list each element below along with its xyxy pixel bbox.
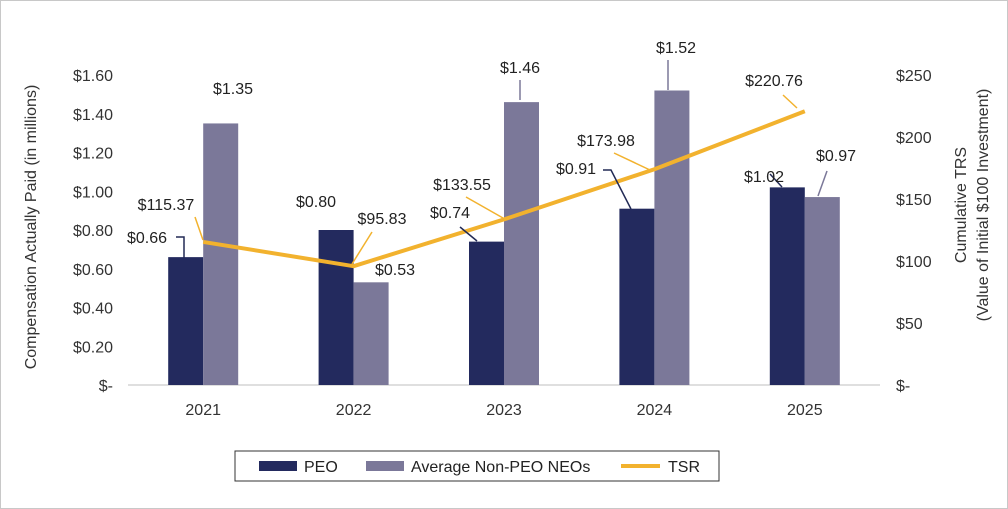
y-right-tick-label: $150 xyxy=(896,192,932,209)
peo-label-leader xyxy=(769,173,783,188)
x-tick-label: 2023 xyxy=(486,402,522,419)
tsr-line xyxy=(202,109,806,269)
tsr-data-label: $133.55 xyxy=(433,177,491,194)
legend-swatch-peo xyxy=(259,461,297,471)
y-left-axis-title: Compensation Actually Paid (in millions) xyxy=(23,85,40,370)
peo-label-leader xyxy=(459,226,478,242)
non-peo-data-label: $1.52 xyxy=(656,40,696,57)
peo-data-label: $0.74 xyxy=(430,205,470,222)
y-right-tick-label: $250 xyxy=(896,68,932,85)
bar-peo xyxy=(318,230,354,385)
non-peo-data-label: $1.35 xyxy=(213,81,253,98)
bar-non-peo-neo xyxy=(353,282,389,385)
y-right-axis-title-line1: Cumulative TRS xyxy=(953,147,970,263)
tsr-data-label: $220.76 xyxy=(745,73,803,90)
legend-swatch-non-peo-neo xyxy=(366,461,404,471)
tsr-label-leader xyxy=(782,94,798,109)
tsr-data-label: $95.83 xyxy=(358,211,407,228)
bar-non-peo-neo xyxy=(203,123,239,385)
y-left-tick-label: $0.20 xyxy=(73,339,113,356)
y-left-tick-label: $1.00 xyxy=(73,184,113,201)
y-right-tick-label: $100 xyxy=(896,254,932,271)
y-left-tick-label: $0.40 xyxy=(73,301,113,318)
x-tick-label: 2021 xyxy=(185,402,221,419)
bar-peo xyxy=(619,208,655,385)
x-tick-label: 2025 xyxy=(787,402,823,419)
y-right-tick-label: $50 xyxy=(896,316,923,333)
y-left-tick-label: $- xyxy=(99,378,113,395)
peo-data-label: $0.91 xyxy=(556,161,596,178)
peo-data-label: $0.66 xyxy=(127,230,167,247)
x-tick-label: 2022 xyxy=(336,402,372,419)
peo-data-label: $0.80 xyxy=(296,194,336,211)
bar-non-peo-neo xyxy=(804,197,840,385)
tsr-label-leader xyxy=(465,196,504,219)
y-left-tick-label: $0.60 xyxy=(73,262,113,279)
peo-label-leader xyxy=(603,169,632,210)
bar-peo xyxy=(769,187,805,385)
y-left-tick-label: $0.80 xyxy=(73,223,113,240)
y-left-tick-label: $1.40 xyxy=(73,107,113,124)
non-peo-data-label: $0.97 xyxy=(816,148,856,165)
non-peo-data-label: $1.46 xyxy=(500,60,540,77)
y-right-axis-title-line2: (Value of Initial $100 Investment) xyxy=(975,89,992,322)
legend-label-peo: PEO xyxy=(304,459,338,476)
y-right-tick-label: $200 xyxy=(896,130,932,147)
legend-label-tsr: TSR xyxy=(668,459,700,476)
bar-peo xyxy=(469,241,504,385)
y-left-tick-label: $1.20 xyxy=(73,146,113,163)
tsr-data-label: $173.98 xyxy=(577,133,635,150)
peo-data-label: $1.02 xyxy=(744,169,784,186)
tsr-label-leader xyxy=(351,231,373,265)
x-tick-label: 2024 xyxy=(637,402,673,419)
bar-non-peo-neo xyxy=(504,102,539,385)
legend-label-non-peo-neo: Average Non-PEO NEOs xyxy=(411,459,590,476)
tsr-label-leader xyxy=(194,216,204,241)
peo-label-leader xyxy=(176,236,185,258)
bar-peo xyxy=(168,257,204,385)
tsr-data-label: $115.37 xyxy=(138,197,195,214)
bar-non-peo-neo xyxy=(654,90,690,385)
y-left-tick-label: $1.60 xyxy=(73,68,113,85)
tsr-label-leader xyxy=(613,152,651,171)
y-right-tick-label: $- xyxy=(896,378,910,395)
non-peo-label-leader xyxy=(817,170,828,197)
non-peo-data-label: $0.53 xyxy=(375,262,415,279)
